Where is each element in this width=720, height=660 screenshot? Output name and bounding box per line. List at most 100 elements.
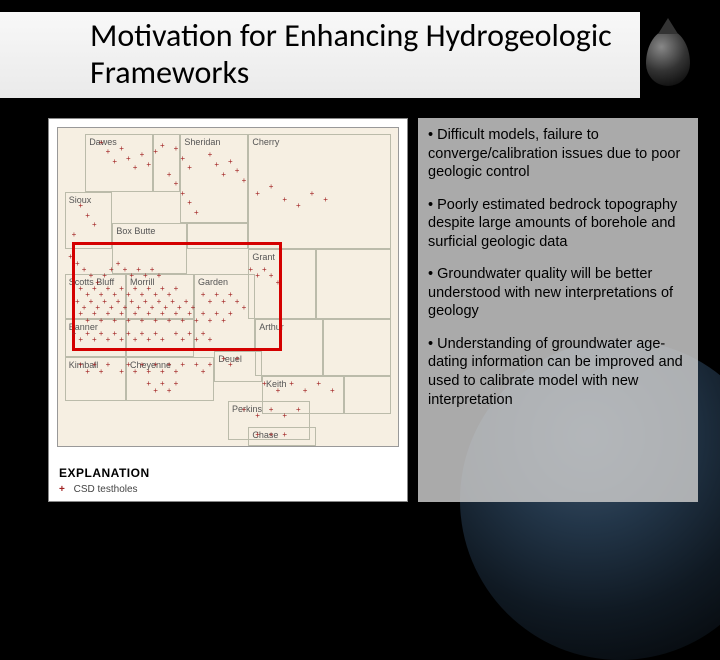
data-point [221,300,225,304]
county: Dawes [85,134,153,191]
data-point [140,319,144,323]
data-point [109,268,113,272]
data-point [92,287,96,291]
data-point [201,312,205,316]
data-point [174,287,178,291]
data-point [140,363,144,367]
county [344,376,392,414]
data-point [167,319,171,323]
bullet-item: • Poorly estimated bedrock topography de… [428,196,688,252]
explanation-header: EXPLANATION [59,466,150,480]
data-point [126,157,130,161]
data-point [255,433,259,437]
data-point [126,332,130,336]
data-point [133,166,137,170]
data-point [112,319,116,323]
data-point [106,287,110,291]
bullet-item: • Understanding of groundwater age-datin… [428,335,688,409]
data-point [146,287,150,291]
data-point [106,338,110,342]
data-point [123,268,127,272]
data-point [248,268,252,272]
data-point [160,144,164,148]
county [323,319,391,376]
data-point [153,150,157,154]
data-point [72,281,76,285]
data-point [140,153,144,157]
data-point [99,370,103,374]
data-point [255,414,259,418]
data-point [119,338,123,342]
data-point [92,338,96,342]
data-point [153,332,157,336]
data-point [180,363,184,367]
data-point [174,332,178,336]
data-point [174,382,178,386]
data-point [289,382,293,386]
legend-text: CSD testholes [74,484,138,495]
data-point [119,370,123,374]
data-point [194,211,198,215]
map-explanation: EXPLANATION + CSD testholes [59,466,150,495]
map-panel: DawesSheridanCherrySiouxBox ButteGrantSc… [48,118,408,502]
data-point [150,268,154,272]
data-point [133,370,137,374]
data-point [106,312,110,316]
data-point [228,160,232,164]
data-point [303,389,307,393]
data-point [85,319,89,323]
bullet-item: • Groundwater quality will be better und… [428,265,688,321]
data-point [201,293,205,297]
data-point [330,389,334,393]
data-point [99,332,103,336]
data-point [153,319,157,323]
data-point [78,363,82,367]
data-point [180,157,184,161]
data-point [180,338,184,342]
data-point [78,287,82,291]
data-point [89,274,93,278]
data-point [282,433,286,437]
data-point [180,192,184,196]
data-point [235,300,239,304]
data-point [228,293,232,297]
data-point [146,370,150,374]
data-point [72,233,76,237]
data-point [146,163,150,167]
data-point [194,338,198,342]
data-point [92,223,96,227]
data-point [167,389,171,393]
data-point [160,370,164,374]
data-point [262,382,266,386]
data-point [174,312,178,316]
data-point [255,274,259,278]
data-point [92,312,96,316]
data-point [174,147,178,151]
data-point [221,357,225,361]
data-point [201,332,205,336]
data-point [140,332,144,336]
data-point [208,153,212,157]
data-point [112,160,116,164]
data-point [184,300,188,304]
data-point [153,389,157,393]
data-point [208,319,212,323]
data-point [157,300,161,304]
data-point [157,274,161,278]
data-point [85,332,89,336]
data-point [102,274,106,278]
data-point [187,201,191,205]
data-point [129,300,133,304]
data-point [143,274,147,278]
data-point [106,363,110,367]
data-point [221,319,225,323]
data-point [99,141,103,145]
data-point [153,363,157,367]
data-point [180,319,184,323]
data-point [78,204,82,208]
data-point [269,274,273,278]
data-point [187,166,191,170]
data-point [214,163,218,167]
data-point [75,300,79,304]
data-point [136,268,140,272]
